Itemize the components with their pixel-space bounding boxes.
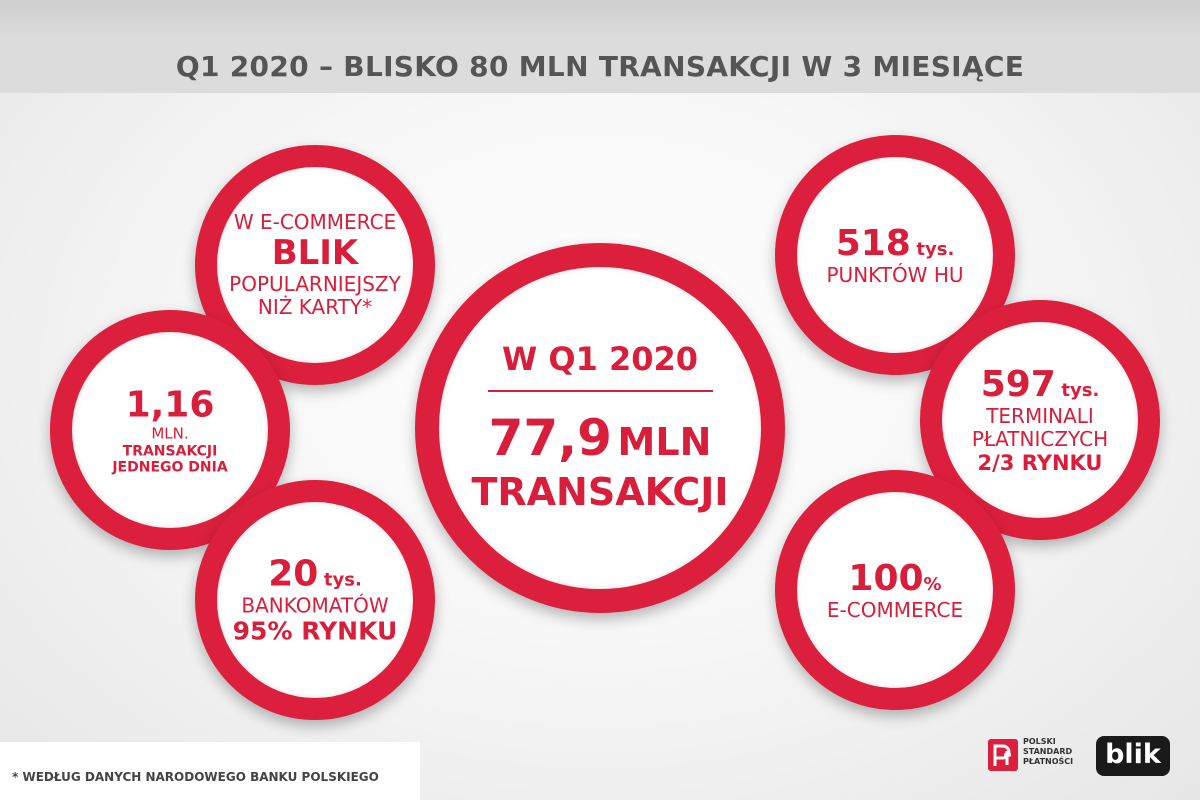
page-title: Q1 2020 – BLISKO 80 MLN TRANSAKCJI W 3 M… (175, 50, 1025, 83)
center-value: 77,9 (488, 408, 612, 467)
atms-line2: 95% RYNKU (232, 616, 398, 646)
coverage-unit: % (923, 573, 942, 595)
terminals-line3: 2/3 RYNKU (977, 451, 1103, 476)
center-label: TRANSAKCJI (471, 470, 729, 515)
footnote-background (0, 742, 420, 800)
center-unit: MLN (617, 419, 712, 464)
hu-line1: PUNKTÓW HU (826, 263, 964, 288)
pst-logo-icon (988, 739, 1018, 771)
circle-atms: 20 tys. BANKOMATÓW 95% RYNKU (195, 480, 435, 720)
blik-logo: blik (1096, 736, 1170, 776)
ecommerce-line3: POPULARNIEJSZY (229, 272, 401, 297)
daily-line2: TRANSAKCJI (122, 443, 218, 460)
hu-unit: tys. (916, 238, 955, 260)
pst-line2: STANDARD (1023, 747, 1073, 756)
footnote: * WEDŁUG DANYCH NARODOWEGO BANKU POLSKIE… (12, 770, 379, 784)
ecommerce-line4: NIŻ KARTY* (257, 295, 373, 320)
daily-unit: MLN. (151, 424, 189, 443)
hu-value: 518 (835, 222, 911, 264)
ecommerce-blik: BLIK (271, 232, 359, 273)
terminals-line2: PŁATNICZYCH (971, 427, 1109, 452)
top-band (0, 0, 1200, 40)
coverage-line1: E-COMMERCE (826, 598, 964, 623)
circle-ecommerce-coverage: 100% E-COMMERCE (775, 470, 1015, 710)
coverage-value: 100 (848, 557, 924, 599)
daily-value: 1,16 (125, 384, 215, 426)
pst-line1: POLSKI (1023, 737, 1056, 746)
terminals-value: 597 (980, 364, 1056, 406)
terminals-unit: tys. (1061, 380, 1100, 402)
terminals-line1: TERMINALI (986, 404, 1094, 429)
title-bar (0, 40, 1200, 93)
ecommerce-line1: W E-COMMERCE (233, 209, 397, 234)
atms-unit: tys. (323, 569, 362, 591)
circle-terminals: 597 tys. TERMINALI PŁATNICZYCH 2/3 RYNKU (920, 300, 1160, 540)
daily-line3: JEDNEGO DNIA (112, 459, 228, 476)
center-heading: W Q1 2020 (501, 340, 699, 379)
pst-line3: PŁATNOŚCI (1023, 757, 1074, 766)
atms-value: 20 (268, 553, 319, 595)
center-divider (487, 389, 713, 392)
circle-center: W Q1 2020 77,9 MLN TRANSAKCJI (415, 243, 785, 613)
atms-line1: BANKOMATÓW (241, 593, 389, 618)
